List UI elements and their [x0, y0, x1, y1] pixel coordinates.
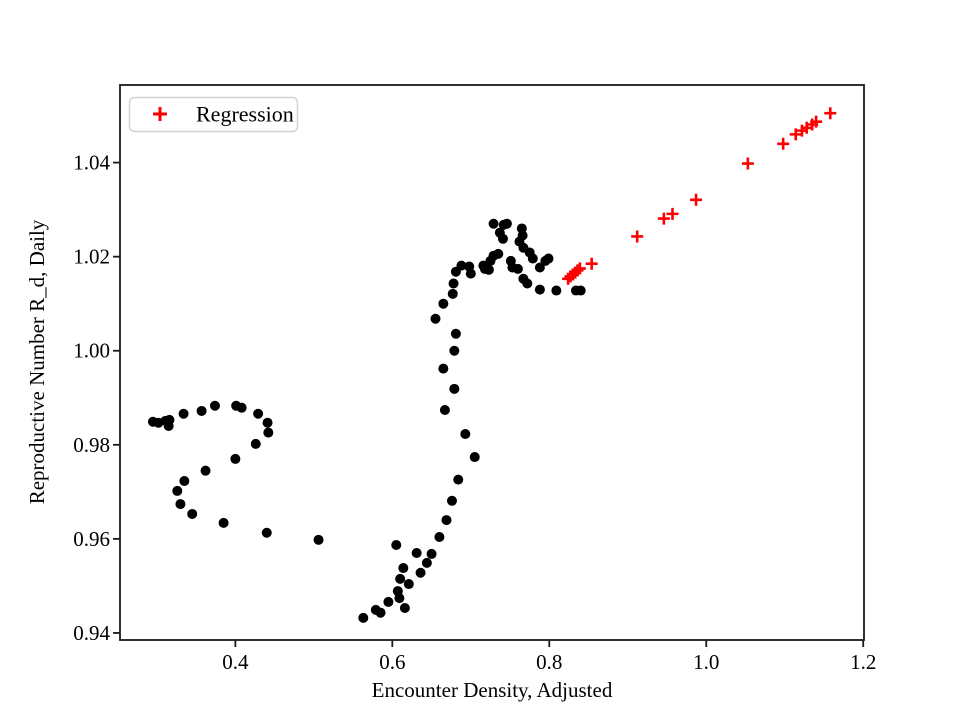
black-dot — [450, 328, 461, 339]
legend-box — [128, 96, 299, 133]
black-dot — [263, 427, 274, 438]
black-dot — [543, 253, 554, 264]
black-dot — [262, 417, 273, 428]
regression-plus-marker — [810, 115, 823, 128]
regression-plus-marker — [657, 212, 670, 225]
black-dot — [438, 298, 449, 309]
black-dot — [399, 603, 410, 614]
x-tick-label: 0.6 — [379, 650, 405, 674]
black-dot — [522, 278, 533, 289]
black-dot — [421, 557, 432, 568]
black-dot — [218, 517, 229, 528]
black-dot — [441, 515, 452, 526]
black-dot — [527, 253, 538, 264]
black-dot — [403, 579, 414, 590]
black-dot — [493, 248, 504, 259]
black-dot — [485, 255, 496, 266]
regression-plus-marker — [690, 193, 703, 206]
plot-frame — [119, 84, 865, 641]
black-dot — [395, 573, 406, 584]
black-dot — [178, 408, 189, 419]
black-dot — [434, 531, 445, 542]
black-dot — [411, 547, 422, 558]
black-dot — [449, 345, 460, 356]
y-axis-label: Reproductive Number R_d, Daily — [25, 219, 49, 504]
black-dot — [250, 438, 261, 449]
regression-plus-marker — [741, 157, 754, 170]
regression-plus-marker — [824, 107, 837, 120]
black-dot — [209, 400, 220, 411]
black-dot — [450, 266, 461, 277]
black-dot — [200, 465, 211, 476]
regression-plus-marker — [631, 230, 644, 243]
black-dot — [261, 527, 272, 538]
black-dot — [465, 268, 476, 279]
black-dot — [534, 284, 545, 295]
x-tick-label: 0.8 — [536, 650, 562, 674]
black-dot — [172, 485, 183, 496]
x-axis: 0.4 0.6 0.8 1.0 1.2 — [222, 640, 876, 674]
black-dot — [236, 402, 247, 413]
black-dot — [430, 313, 441, 324]
black-dot — [394, 593, 405, 604]
y-tick-label: 0.98 — [73, 433, 110, 457]
black-dot — [391, 539, 402, 550]
black-dot — [313, 534, 324, 545]
black-dot — [534, 262, 545, 273]
black-dot — [375, 607, 386, 618]
y-tick-label: 0.96 — [73, 527, 110, 551]
black-dot — [163, 420, 174, 431]
black-dot — [230, 453, 241, 464]
black-dot — [469, 452, 480, 463]
black-dot — [551, 285, 562, 296]
y-axis: 0.94 0.96 0.98 1.00 1.02 1.04 — [73, 151, 120, 645]
x-axis-label: Encounter Density, Adjusted — [372, 678, 613, 702]
black-dot — [501, 218, 512, 229]
y-tick-label: 1.04 — [73, 151, 110, 175]
black-dot — [448, 278, 459, 289]
black-dot — [439, 405, 450, 416]
legend: Regression — [128, 96, 299, 133]
regression-plus-marker — [571, 264, 584, 277]
black-dot — [512, 263, 523, 274]
black-dot — [497, 233, 508, 244]
scatter-series-black — [147, 218, 586, 623]
y-tick-label: 0.94 — [73, 621, 110, 645]
black-dot — [453, 474, 464, 485]
regression-plus-marker — [777, 137, 790, 150]
regression-plus-marker — [789, 128, 802, 141]
black-dot — [438, 363, 449, 374]
x-tick-label: 1.2 — [850, 650, 876, 674]
scatter-series-regression — [562, 107, 837, 285]
x-tick-label: 0.4 — [222, 650, 249, 674]
legend-plus-icon — [153, 107, 167, 121]
black-dot — [575, 285, 586, 296]
y-tick-label: 1.02 — [73, 245, 110, 269]
black-dot — [415, 567, 426, 578]
regression-plus-marker — [666, 207, 679, 220]
black-dot — [488, 218, 499, 229]
black-dot — [398, 563, 409, 574]
y-tick-label: 1.00 — [73, 339, 110, 363]
black-dot — [358, 612, 369, 623]
regression-plus-marker — [573, 262, 586, 275]
black-dot — [483, 264, 494, 275]
regression-plus-marker — [585, 257, 598, 270]
black-dot — [196, 405, 207, 416]
black-dot — [175, 499, 186, 510]
black-dot — [446, 495, 457, 506]
black-dot — [449, 383, 460, 394]
black-dot — [383, 596, 394, 607]
black-dot — [253, 408, 264, 419]
black-dot — [187, 508, 198, 519]
black-dot — [179, 476, 190, 487]
black-dot — [460, 428, 471, 439]
x-tick-label: 1.0 — [693, 650, 719, 674]
legend-item-label: Regression — [196, 102, 294, 127]
black-dot — [447, 288, 458, 299]
black-dot — [426, 548, 437, 559]
